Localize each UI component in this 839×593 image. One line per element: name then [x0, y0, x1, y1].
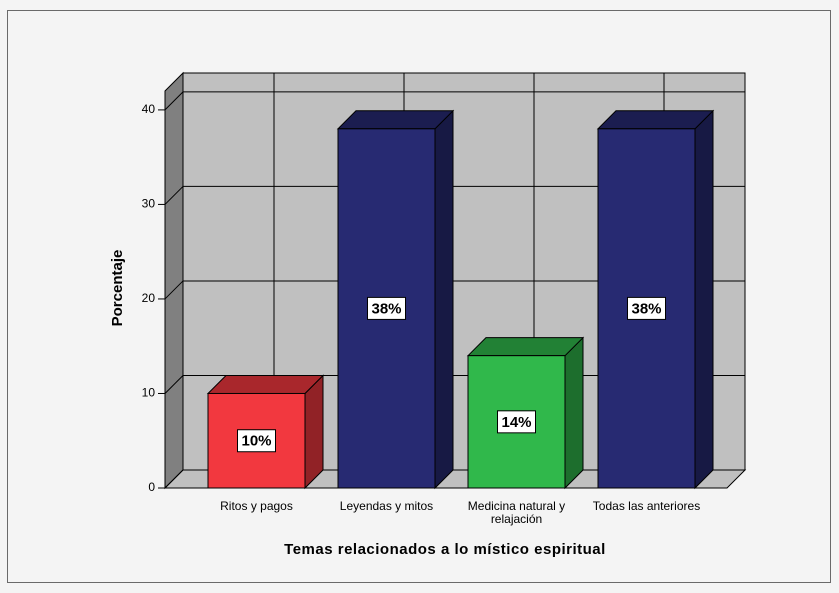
- y-tick-label: 30: [142, 197, 156, 211]
- bar-top: [206, 374, 325, 394]
- y-tick-label: 10: [142, 386, 156, 400]
- x-axis-title: Temas relacionados a lo místico espiritu…: [284, 541, 606, 558]
- x-tick-label: Ritos y pagos: [220, 499, 293, 513]
- bar-side: [304, 374, 324, 490]
- value-label-box: [627, 296, 666, 320]
- grid-line: [164, 91, 184, 111]
- grid-line: [164, 375, 184, 394]
- value-label: 38%: [631, 300, 661, 317]
- bar-side: [564, 336, 584, 490]
- value-label-box: [367, 296, 406, 320]
- grid-line: [164, 280, 184, 300]
- bar-side: [434, 109, 454, 490]
- value-label: 10%: [241, 433, 271, 450]
- y-axis-title: Porcentaje: [109, 250, 126, 327]
- y-tick-label: 0: [148, 480, 155, 494]
- bar-side: [694, 109, 714, 490]
- x-tick-label: Leyendas y mitos: [339, 499, 434, 513]
- value-label: 38%: [371, 300, 401, 317]
- bar: [467, 355, 566, 489]
- bar-top: [596, 110, 715, 130]
- left-wall: [164, 71, 184, 490]
- value-label-box: [497, 410, 536, 434]
- y-tick-label: 40: [142, 102, 156, 116]
- x-tick-label: Todas las anteriores: [592, 499, 701, 513]
- frame: [7, 10, 831, 583]
- bar-top: [466, 337, 585, 357]
- x-tick-label: Medicina natural y relajación: [467, 499, 566, 526]
- grid-line: [164, 186, 184, 205]
- bar-top: [336, 110, 455, 130]
- y-tick-label: 20: [142, 291, 156, 305]
- value-label: 14%: [501, 414, 531, 431]
- value-label-box: [237, 429, 276, 453]
- grid-line: [164, 469, 184, 489]
